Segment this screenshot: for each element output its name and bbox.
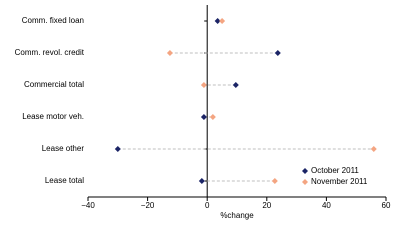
dot: [209, 114, 216, 120]
x-tick-label: −40: [81, 201, 95, 210]
dot: [219, 18, 226, 24]
y-tick-label: Commercial total: [24, 80, 84, 89]
legend-marker: [302, 168, 308, 174]
y-tick-label: Comm. fixed loan: [22, 16, 84, 25]
dot: [271, 178, 278, 184]
dot: [166, 50, 173, 56]
y-tick-label: Lease other: [42, 144, 85, 153]
x-axis-label: %change: [220, 211, 254, 220]
x-tick-label: 60: [382, 201, 391, 210]
dot: [200, 82, 207, 88]
x-tick-label: −20: [141, 201, 155, 210]
dot: [232, 82, 239, 88]
y-tick-label: Lease total: [45, 176, 84, 185]
legend-label: November 2011: [311, 177, 368, 186]
dot: [214, 18, 221, 24]
dot: [114, 146, 121, 152]
legend-label: October 2011: [311, 166, 359, 175]
dot: [370, 146, 377, 152]
y-tick-label: Comm. revol. credit: [15, 48, 85, 57]
x-tick-label: 0: [205, 201, 210, 210]
dot: [198, 178, 205, 184]
dot: [274, 50, 281, 56]
dot: [200, 114, 207, 120]
legend-marker: [302, 179, 308, 185]
chart: %change −40 −20 0 20 40 60 Comm. fixed loan Com…: [15, 5, 391, 220]
y-tick-label: Lease motor veh.: [22, 112, 84, 121]
x-tick-label: 20: [262, 201, 271, 210]
x-tick-label: 40: [322, 201, 331, 210]
